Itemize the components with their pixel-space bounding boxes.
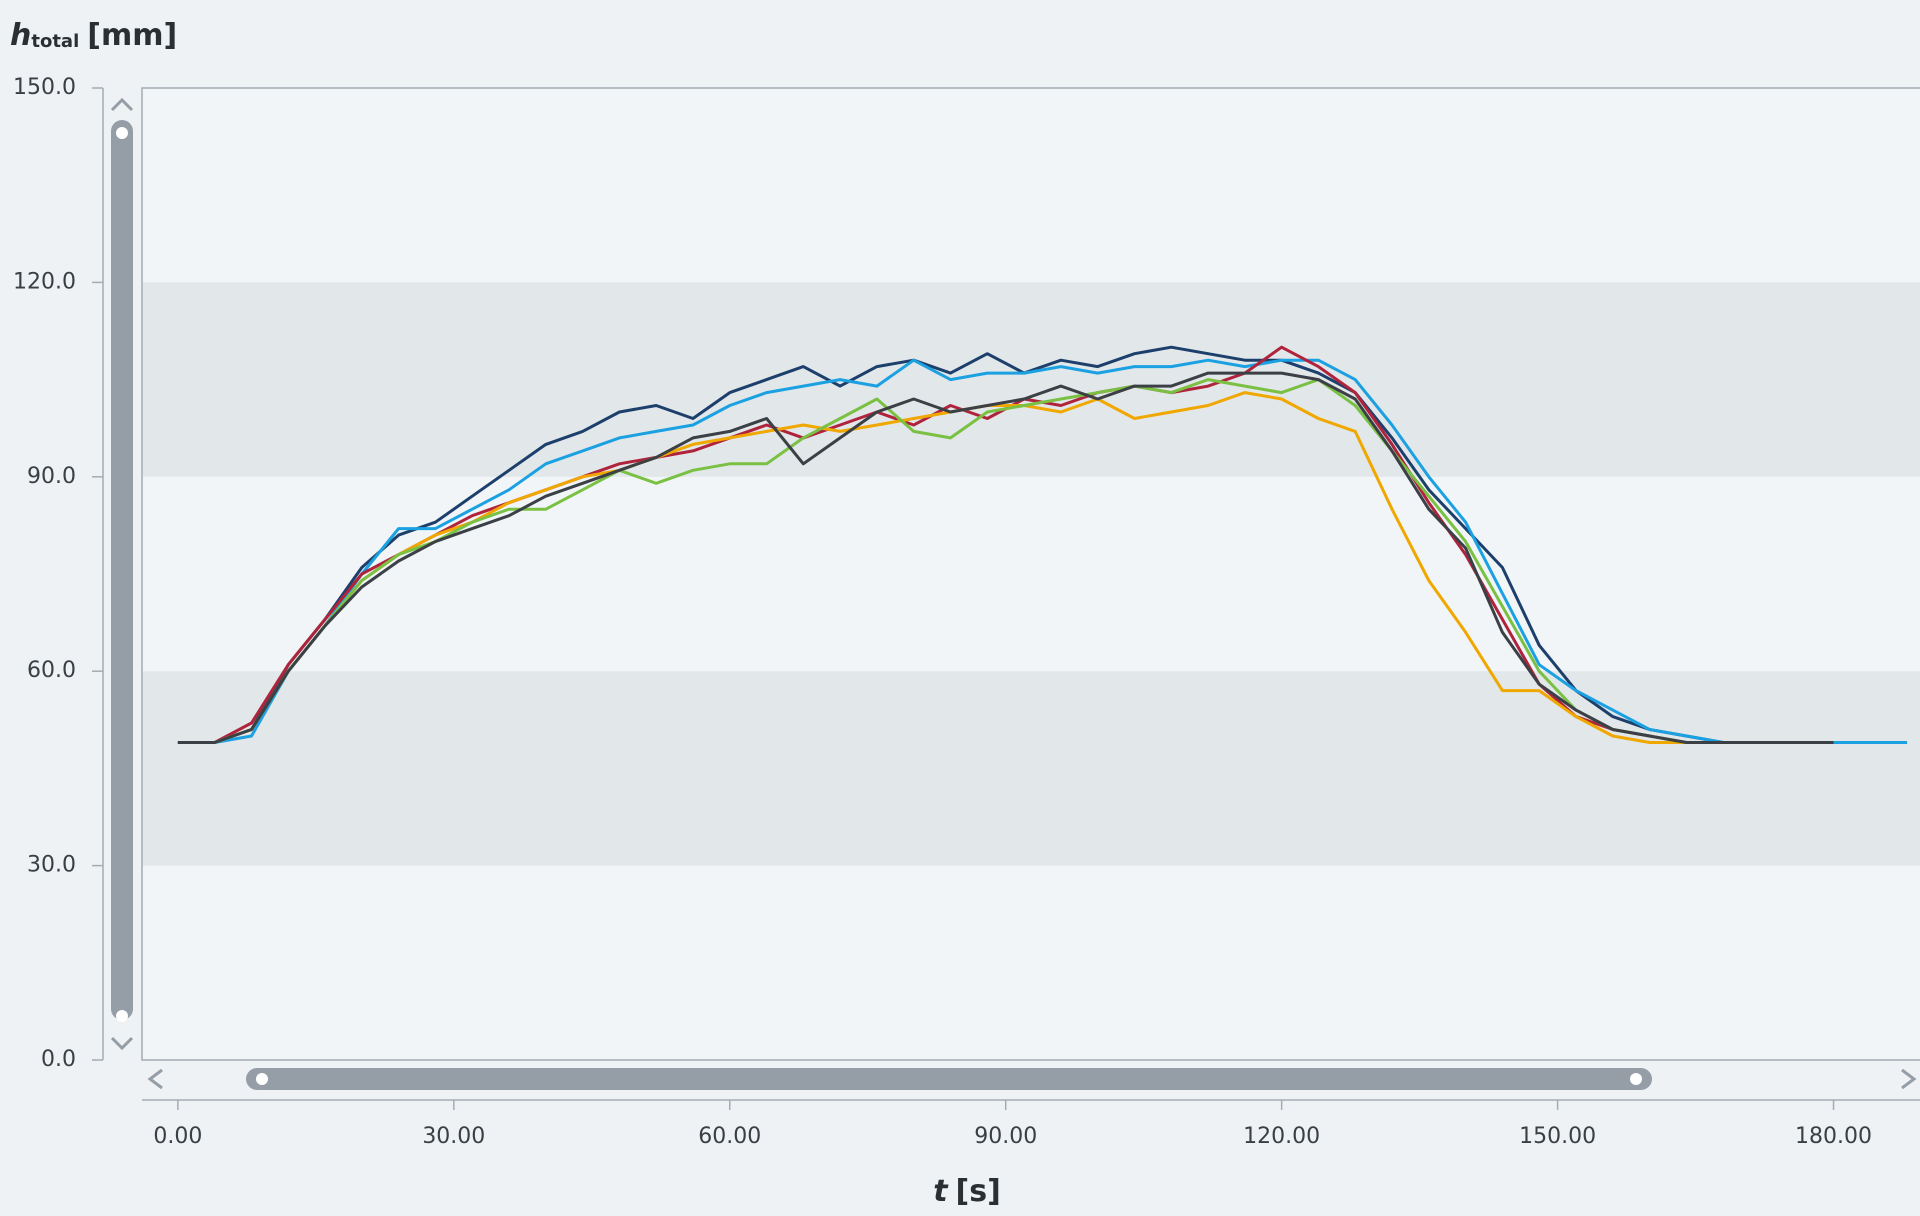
y-tick-label: 120.0 xyxy=(13,269,76,294)
scroll-left[interactable] xyxy=(147,1068,163,1090)
y-label-symbol: h xyxy=(10,18,31,53)
y-tick-label: 0.0 xyxy=(41,1047,76,1072)
x-tick-label: 150.00 xyxy=(1519,1124,1596,1149)
scroll-handle[interactable] xyxy=(1630,1073,1642,1085)
y-label-unit: [mm] xyxy=(87,18,177,53)
band xyxy=(143,671,1920,866)
y-axis-label: htotal [mm] xyxy=(10,18,177,53)
scroll-up[interactable] xyxy=(110,97,134,112)
x-label-symbol: t xyxy=(933,1174,949,1209)
y-tick-label: 60.0 xyxy=(27,658,76,683)
band xyxy=(143,282,1920,477)
x-axis-label: t [s] xyxy=(933,1174,1001,1209)
scroll-handle[interactable] xyxy=(116,127,128,139)
x-tick-label: 0.00 xyxy=(153,1124,202,1149)
y-tick-label: 30.0 xyxy=(27,853,76,878)
horizontal-scrollbar[interactable] xyxy=(246,1068,1652,1090)
plot-area xyxy=(141,87,1920,1061)
series-line xyxy=(177,378,1834,744)
x-tick-label: 30.00 xyxy=(422,1124,485,1149)
scroll-handle[interactable] xyxy=(256,1073,268,1085)
x-tick-label: 120.00 xyxy=(1243,1124,1320,1149)
series-line xyxy=(177,371,1834,744)
y-tick-label: 90.0 xyxy=(27,464,76,489)
y-tick-label: 150.0 xyxy=(13,75,76,100)
y-label-subscript: total xyxy=(31,31,79,52)
scroll-right[interactable] xyxy=(1901,1068,1917,1090)
scroll-handle[interactable] xyxy=(116,1010,128,1022)
series-line xyxy=(177,391,1834,744)
vertical-scrollbar[interactable] xyxy=(111,120,133,1020)
series-line xyxy=(177,345,1834,744)
scroll-down[interactable] xyxy=(110,1036,134,1051)
x-tick-label: 60.00 xyxy=(698,1124,761,1149)
x-tick-label: 90.00 xyxy=(974,1124,1037,1149)
x-label-unit: [s] xyxy=(956,1174,1001,1209)
x-tick-label: 180.00 xyxy=(1795,1124,1872,1149)
series-line xyxy=(177,358,1908,744)
